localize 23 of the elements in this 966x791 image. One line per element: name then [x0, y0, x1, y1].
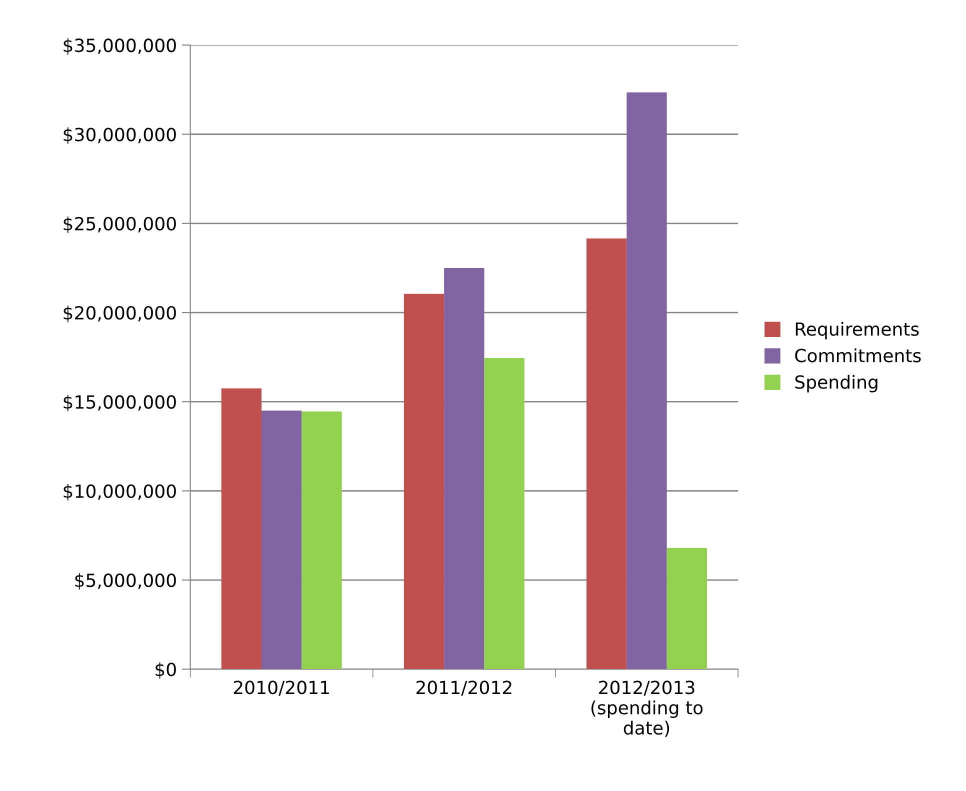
legend-label: Commitments [795, 348, 921, 362]
y-tick-label: $15,000,000 [64, 394, 176, 412]
y-tick-label: $30,000,000 [64, 127, 176, 144]
y-tick-label: $0 [156, 662, 176, 679]
bar [666, 548, 707, 670]
y-tick-label: $35,000,000 [64, 38, 176, 55]
bar [626, 92, 667, 670]
bar [444, 268, 484, 670]
x-tick-label: 2010/2011 [234, 680, 329, 696]
y-tick-label: $25,000,000 [64, 216, 176, 233]
bar [484, 358, 524, 670]
bar [262, 410, 302, 670]
y-tick-label: $10,000,000 [64, 484, 176, 500]
x-tick-label: 2011/2012 [416, 680, 512, 696]
bar [302, 412, 342, 670]
legend-label: Requirements [796, 322, 919, 340]
bar [221, 388, 262, 670]
x-tick-label: 2012/2013 (spending to date) [591, 680, 703, 737]
bar [404, 294, 444, 670]
bar [586, 238, 627, 670]
y-tick-label: $20,000,000 [64, 306, 176, 322]
legend-label: Spending [795, 374, 878, 392]
y-tick-label: $5,000,000 [75, 573, 176, 590]
